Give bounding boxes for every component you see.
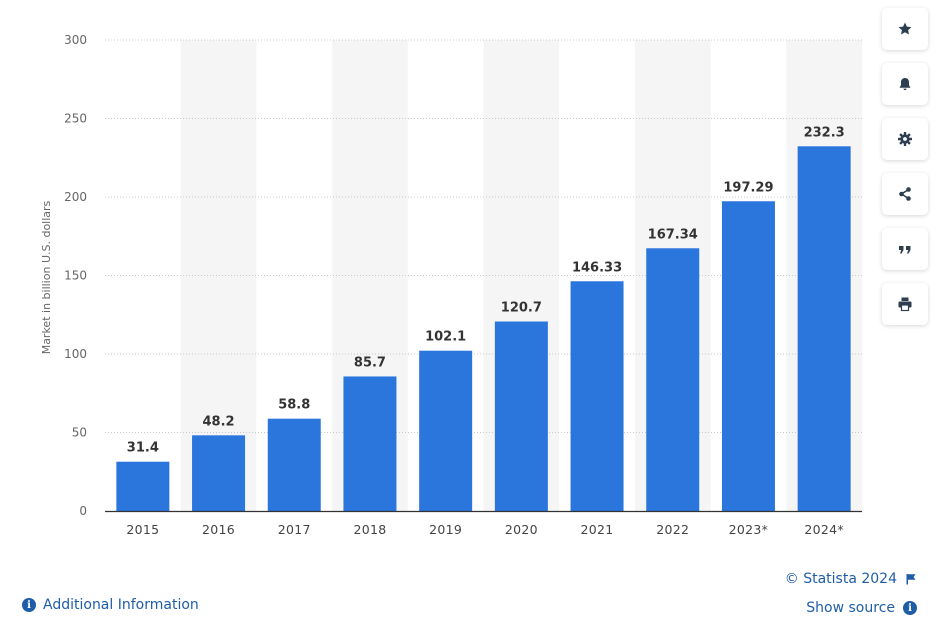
y-tick-label: 50: [72, 426, 87, 440]
bar: [721, 201, 775, 511]
cite-button[interactable]: [882, 228, 928, 270]
gear-icon: [898, 132, 912, 146]
bar: [116, 461, 170, 511]
x-tick-label: 2019: [429, 522, 462, 537]
notification-button[interactable]: [882, 63, 928, 105]
x-tick-label: 2023*: [729, 522, 769, 537]
show-source-link[interactable]: Show source i: [806, 600, 917, 616]
bar: [797, 146, 851, 511]
data-label: 146.33: [572, 260, 622, 275]
data-label: 167.34: [648, 227, 698, 242]
x-tick-label: 2021: [581, 522, 614, 537]
data-label: 197.29: [723, 180, 773, 195]
quote-icon: [899, 246, 911, 254]
info-icon: i: [22, 598, 36, 612]
y-tick-label: 200: [64, 190, 87, 204]
star-icon: [898, 22, 912, 35]
copyright: © Statista 2024: [785, 571, 917, 587]
data-label: 85.7: [354, 355, 386, 370]
y-axis-ticks: 0 50 100 150 200 250 300: [64, 33, 87, 518]
y-tick-label: 300: [64, 33, 87, 47]
x-axis-ticks: 2015 2016 2017 2018 2019 2020 2021 2022 2023* 202…: [126, 522, 844, 537]
x-tick-label: 2020: [505, 522, 538, 537]
data-label: 31.4: [127, 441, 159, 456]
y-tick-label: 0: [79, 504, 87, 518]
share-button[interactable]: [882, 173, 928, 215]
bar: [419, 350, 473, 511]
bar: [343, 376, 397, 511]
flag-icon: [906, 574, 916, 585]
data-label: 58.8: [278, 398, 310, 413]
x-tick-label: 2017: [278, 522, 311, 537]
y-tick-label: 150: [64, 269, 87, 283]
data-labels: 31.4 48.2 58.8 85.7 102.1 120.7 146.33 167.34 19…: [127, 125, 845, 455]
bell-icon: [899, 78, 911, 91]
additional-information-link[interactable]: i Additional Information: [22, 597, 199, 613]
x-tick-label: 2018: [353, 522, 386, 537]
x-tick-label: 2022: [656, 522, 689, 537]
y-tick-label: 100: [64, 347, 87, 361]
settings-button[interactable]: [882, 118, 928, 160]
bar: [192, 435, 246, 511]
data-label: 102.1: [425, 330, 466, 345]
x-tick-label: 2015: [126, 522, 159, 537]
data-label: 120.7: [501, 301, 542, 316]
print-button[interactable]: [882, 283, 928, 325]
copyright-text: © Statista 2024: [784, 571, 897, 587]
x-tick-label: 2024*: [804, 522, 844, 537]
grid-lines: [105, 39, 862, 433]
side-toolbar: [882, 8, 928, 338]
bar: [267, 418, 321, 511]
bar: [646, 248, 700, 512]
data-label: 232.3: [804, 125, 845, 140]
bar: [570, 281, 624, 511]
data-label: 48.2: [203, 414, 235, 429]
y-axis-label: Market in billion U.S. dollars: [40, 200, 53, 354]
x-tick-label: 2016: [202, 522, 235, 537]
printer-icon: [898, 297, 912, 312]
share-icon: [899, 187, 911, 201]
y-tick-label: 250: [64, 112, 87, 126]
additional-information-label: Additional Information: [43, 597, 199, 613]
favorite-button[interactable]: [882, 8, 928, 50]
bar: [494, 321, 548, 511]
bars: [116, 146, 851, 512]
info-icon: i: [903, 601, 917, 615]
show-source-label: Show source: [806, 600, 895, 616]
